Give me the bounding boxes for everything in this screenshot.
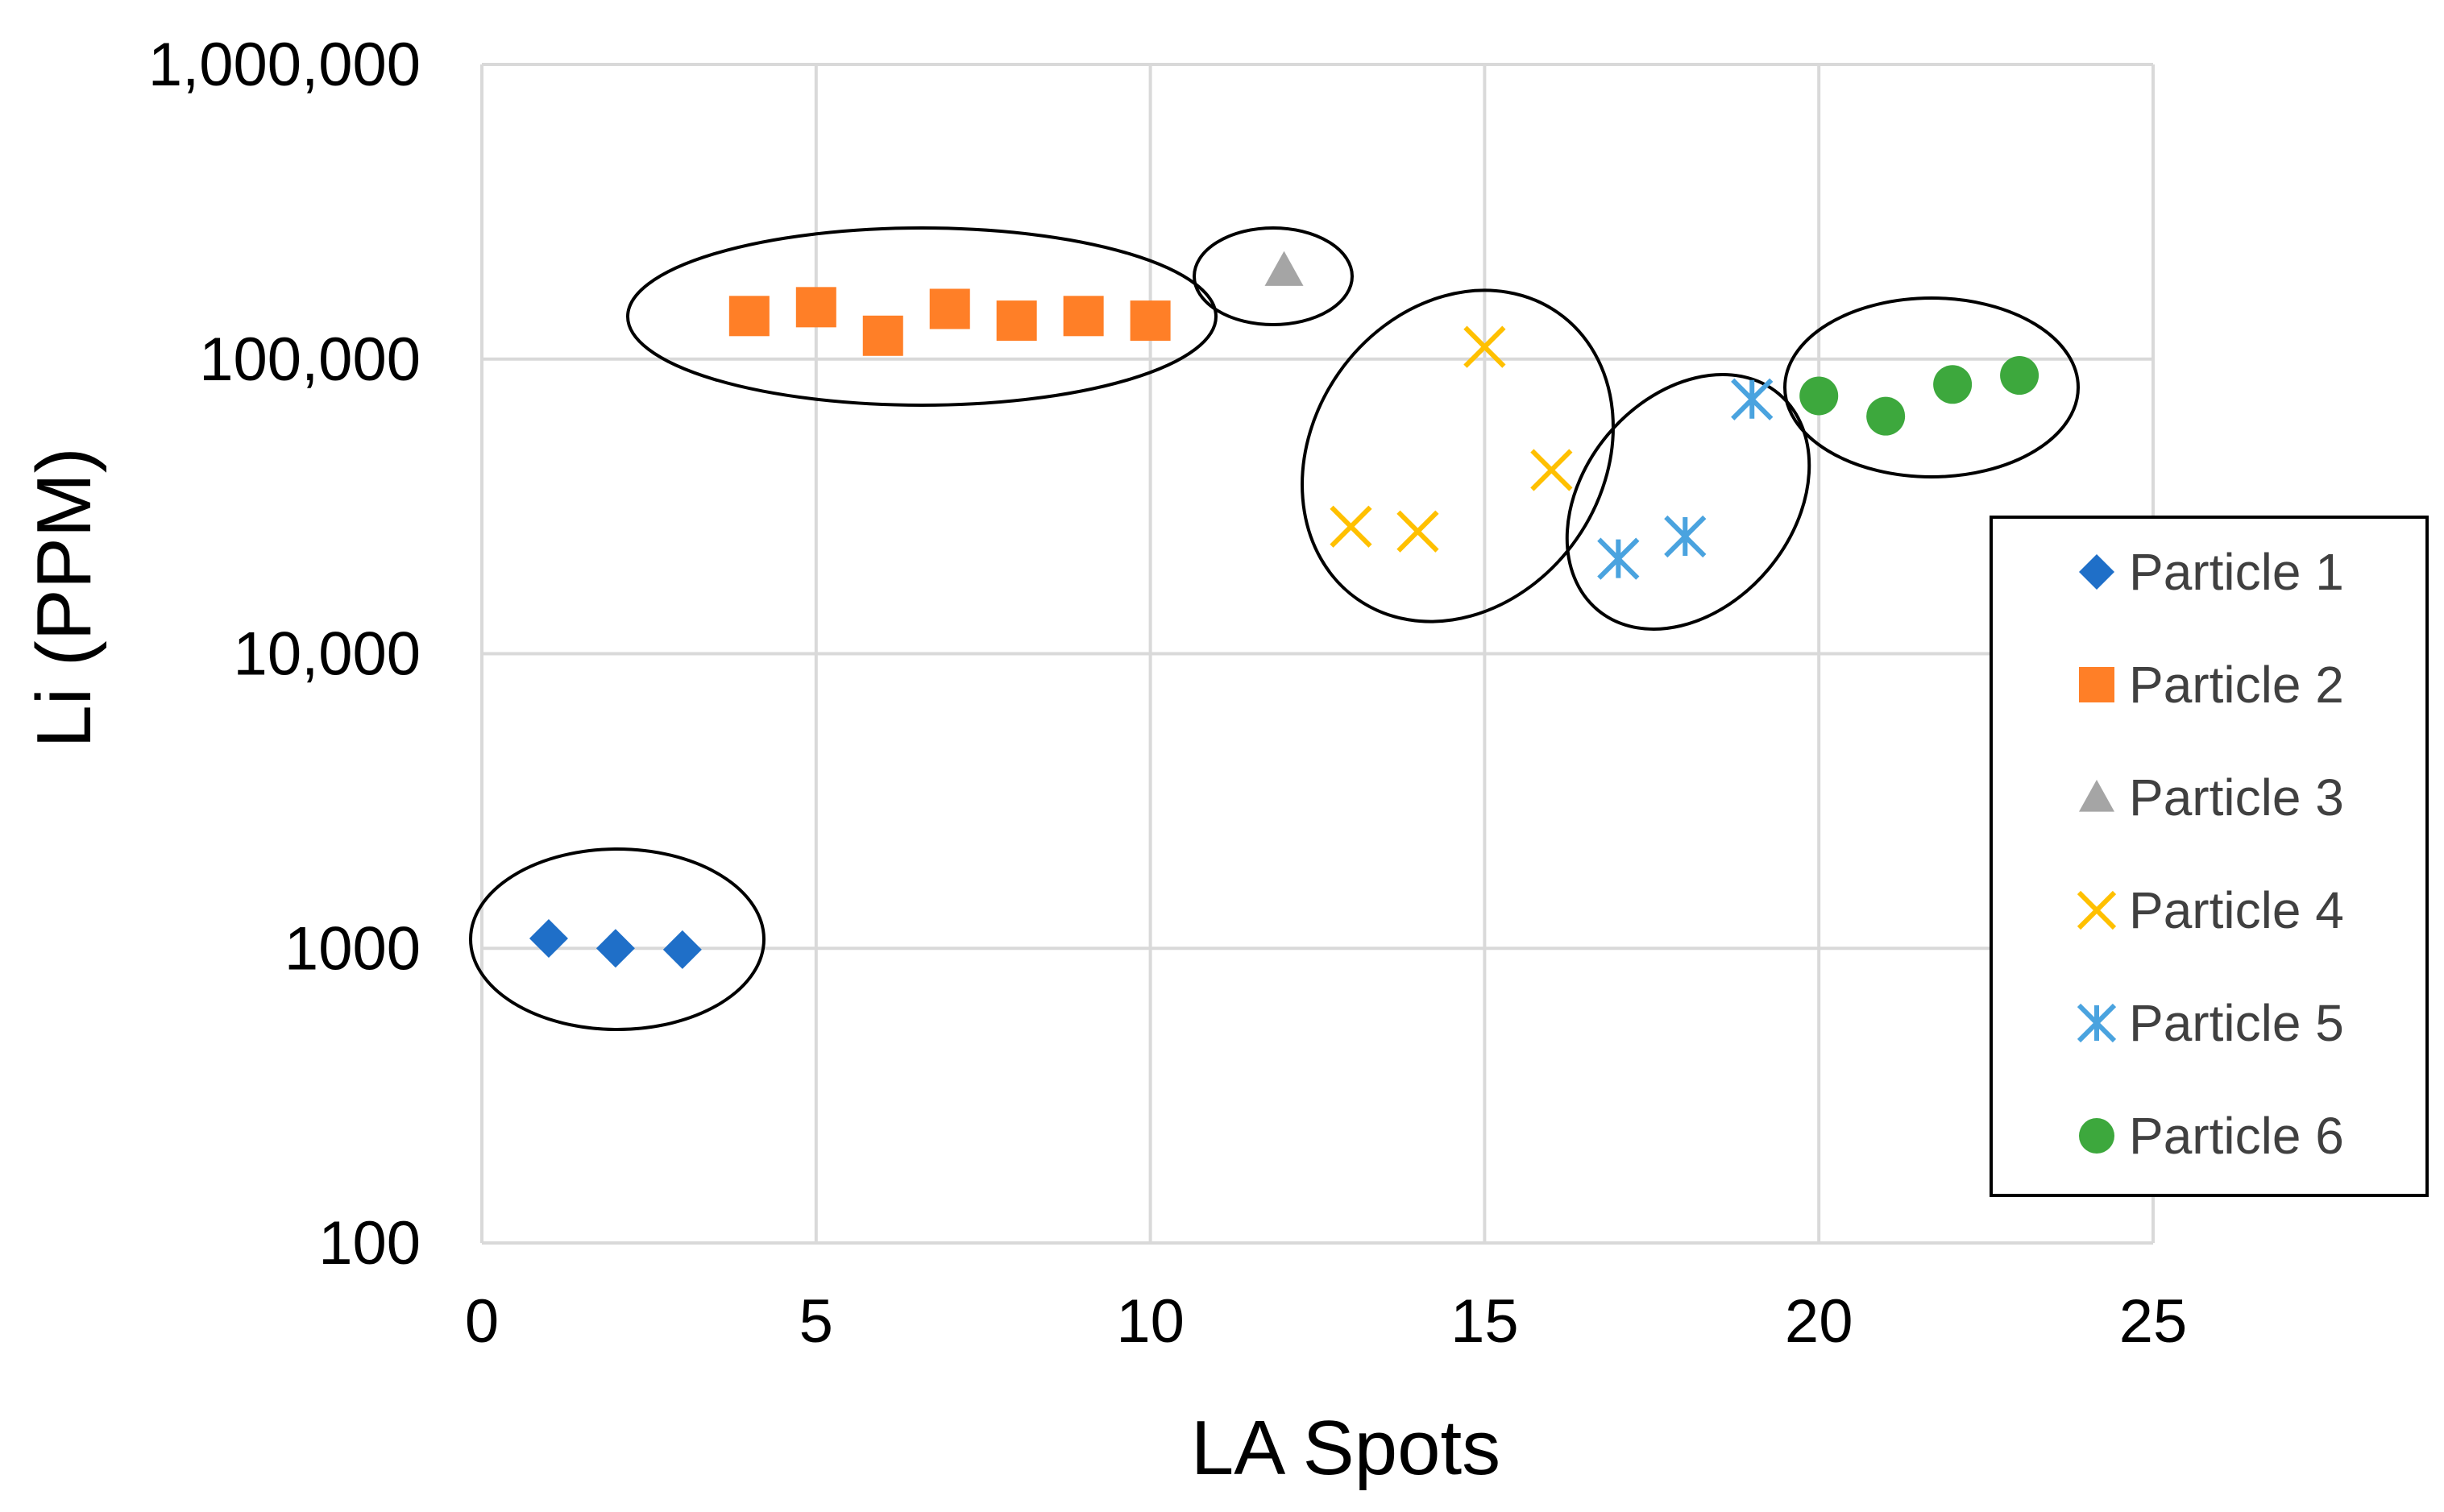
legend-marker-particle-4 — [2077, 890, 2117, 930]
y-tick-label: 1,000,000 — [148, 31, 421, 99]
cluster-ellipse-particle-3 — [1193, 226, 1354, 326]
data-point-particle-6 — [1799, 376, 1839, 416]
data-point-particle-4 — [1330, 505, 1372, 548]
data-point-particle-2 — [795, 287, 836, 328]
legend-box — [1990, 516, 2429, 1197]
legend-marker-particle-5 — [2077, 1003, 2117, 1043]
legend: Particle 1 Particle 2 Particle 3 Particle 4… — [1990, 516, 2429, 1197]
y-axis-title: Li (PPM) — [21, 447, 107, 748]
y-tick-label: 10,000 — [234, 620, 421, 689]
data-point-particle-2 — [1130, 300, 1171, 342]
x-tick-label: 0 — [465, 1287, 499, 1356]
x-tick-label: 10 — [1116, 1287, 1185, 1356]
x-tick-label: 5 — [799, 1287, 833, 1356]
legend-marker-particle-6 — [2079, 1118, 2114, 1154]
data-point-particle-2 — [929, 288, 970, 329]
legend-label-particle-2: Particle 2 — [2129, 656, 2344, 714]
cluster-ellipses — [469, 226, 2080, 1031]
x-tick-labels: 0 5 10 15 20 25 — [465, 1287, 2187, 1356]
x-tick-label: 20 — [1785, 1287, 1853, 1356]
y-tick-label: 100,000 — [199, 325, 421, 394]
data-point-particle-1 — [662, 930, 702, 969]
legend-marker-particle-1 — [2079, 554, 2114, 590]
data-point-particle-5 — [1731, 378, 1774, 420]
x-axis-title: LA Spots — [1191, 1405, 1500, 1491]
data-point-particle-5 — [1597, 537, 1640, 580]
data-point-particle-2 — [728, 296, 770, 337]
data-point-particle-4 — [1530, 449, 1573, 491]
legend-label-particle-1: Particle 1 — [2129, 543, 2344, 601]
data-point-particle-3 — [1264, 251, 1304, 286]
data-point-particle-5 — [1664, 515, 1707, 558]
cluster-ellipse-particle-2 — [626, 226, 1218, 407]
cluster-ellipse-particle-1 — [469, 847, 766, 1031]
x-tick-label: 15 — [1450, 1287, 1519, 1356]
legend-marker-particle-2 — [2079, 667, 2114, 702]
data-point-particle-2 — [862, 315, 903, 356]
legend-marker-particle-3 — [2079, 780, 2114, 812]
gridlines — [480, 63, 2155, 1245]
data-point-particle-1 — [529, 919, 568, 959]
data-point-particle-4 — [1396, 510, 1439, 553]
x-tick-label: 25 — [2119, 1287, 2188, 1356]
y-tick-labels: 100 1000 10,000 100,000 1,000,000 — [148, 31, 421, 1278]
data-point-particle-6 — [2000, 356, 2039, 396]
data-point-particle-2 — [1063, 296, 1104, 337]
legend-label-particle-5: Particle 5 — [2129, 994, 2344, 1052]
cluster-ellipse-particle-4 — [1301, 288, 1615, 623]
data-points — [529, 251, 2039, 969]
legend-label-particle-6: Particle 6 — [2129, 1107, 2344, 1165]
data-point-particle-6 — [1866, 396, 1906, 436]
cluster-ellipse-particle-5 — [1565, 373, 1811, 631]
y-tick-label: 1000 — [284, 914, 421, 983]
cluster-ellipse-particle-6 — [1783, 296, 2080, 478]
legend-label-particle-4: Particle 4 — [2129, 881, 2344, 939]
data-point-particle-6 — [1933, 365, 1973, 404]
data-point-particle-2 — [996, 300, 1037, 342]
data-point-particle-4 — [1463, 325, 1506, 368]
data-point-particle-1 — [595, 929, 635, 968]
y-tick-label: 100 — [318, 1209, 421, 1278]
legend-label-particle-3: Particle 3 — [2129, 768, 2344, 826]
